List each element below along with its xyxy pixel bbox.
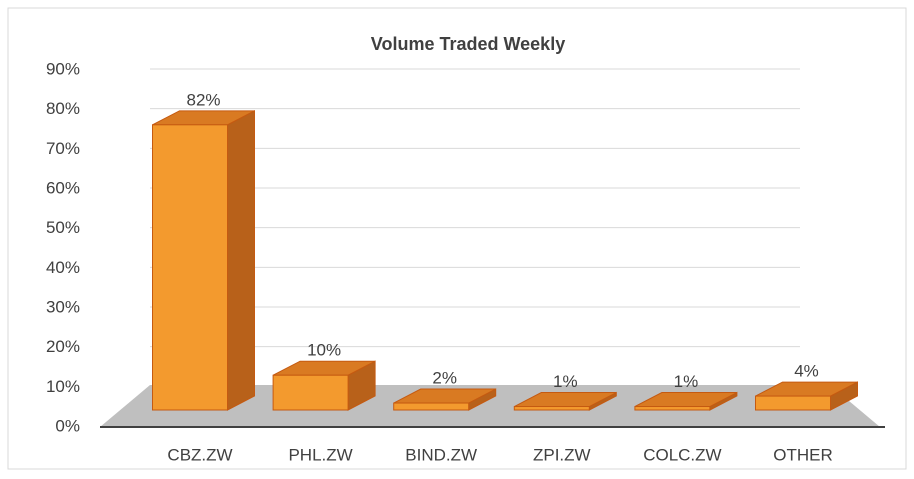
y-tick-label: 10%	[46, 377, 80, 396]
x-tick-label: BIND.ZW	[405, 445, 477, 464]
y-tick-label: 50%	[46, 218, 80, 237]
y-tick-label: 70%	[46, 139, 80, 158]
x-tick-label: COLC.ZW	[643, 445, 721, 464]
bar	[272, 360, 376, 411]
bar-front	[513, 406, 590, 411]
y-tick-label: 0%	[55, 416, 80, 435]
bar	[152, 109, 255, 411]
bar-front	[755, 395, 831, 411]
y-tick-label: 40%	[46, 258, 80, 277]
x-tick-label: PHL.ZW	[288, 445, 352, 464]
x-tick-label: OTHER	[773, 445, 833, 464]
bar-front	[152, 124, 228, 411]
bar-front	[634, 406, 711, 411]
bar	[513, 391, 617, 411]
bar	[755, 381, 858, 411]
bar-front	[393, 402, 470, 411]
x-tick-label: CBZ.ZW	[167, 445, 232, 464]
data-label: 82%	[186, 90, 220, 109]
y-tick-label: 80%	[46, 99, 80, 118]
bar-side	[227, 109, 255, 411]
data-label: 10%	[307, 341, 341, 360]
y-tick-label: 60%	[46, 178, 80, 197]
data-label: 1%	[674, 372, 699, 391]
bar-front	[272, 374, 349, 411]
y-tick-label: 30%	[46, 297, 80, 316]
bar	[634, 391, 738, 411]
y-tick-label: 20%	[46, 337, 80, 356]
data-label: 1%	[553, 372, 578, 391]
x-tick-label: ZPI.ZW	[533, 445, 591, 464]
y-tick-label: 90%	[46, 59, 80, 78]
bar	[393, 388, 497, 411]
data-label: 2%	[432, 369, 457, 388]
data-label: 4%	[794, 362, 819, 381]
chart-title: Volume Traded Weekly	[371, 34, 565, 54]
